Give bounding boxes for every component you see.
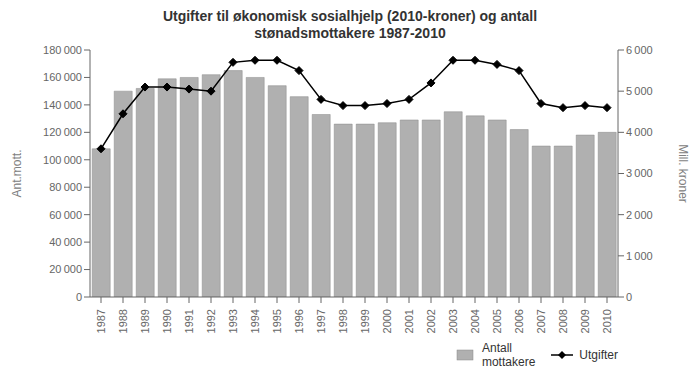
html-text:Antall mottakere: Antall mottakere bbox=[482, 341, 536, 369]
svg-text:1 000: 1 000 bbox=[626, 250, 653, 262]
html-text:stønadsmottakere 1987-2010: stønadsmottakere 1987-2010 bbox=[254, 25, 446, 41]
svg-text:2009: 2009 bbox=[579, 309, 591, 333]
svg-text:0: 0 bbox=[76, 291, 82, 303]
html-text:Utgifter: Utgifter bbox=[579, 348, 618, 362]
svg-text:120 000: 120 000 bbox=[43, 126, 82, 138]
svg-text:Ant.mott.: Ant.mott. bbox=[10, 149, 24, 197]
svg-text:2003: 2003 bbox=[447, 309, 459, 333]
svg-text:1992: 1992 bbox=[205, 309, 217, 333]
svg-text:5 000: 5 000 bbox=[626, 85, 653, 97]
svg-text:1988: 1988 bbox=[117, 309, 129, 333]
svg-text:2008: 2008 bbox=[557, 309, 569, 333]
svg-text:1997: 1997 bbox=[315, 309, 327, 333]
svg-text:180 000: 180 000 bbox=[43, 44, 82, 56]
svg-text:6 000: 6 000 bbox=[626, 44, 653, 56]
svg-text:1987: 1987 bbox=[95, 309, 107, 333]
svg-text:1990: 1990 bbox=[161, 309, 173, 333]
svg-text:1994: 1994 bbox=[249, 309, 261, 333]
svg-text:1998: 1998 bbox=[337, 309, 349, 333]
svg-text:2010: 2010 bbox=[601, 309, 613, 333]
svg-text:4 000: 4 000 bbox=[626, 126, 653, 138]
svg-text:2 000: 2 000 bbox=[626, 209, 653, 221]
svg-text:3 000: 3 000 bbox=[626, 167, 653, 179]
svg-text:1996: 1996 bbox=[293, 309, 305, 333]
svg-text:140 000: 140 000 bbox=[43, 99, 82, 111]
svg-text:1999: 1999 bbox=[359, 309, 371, 333]
svg-text:2002: 2002 bbox=[425, 309, 437, 333]
svg-text:2006: 2006 bbox=[513, 309, 525, 333]
svg-text:2005: 2005 bbox=[491, 309, 503, 333]
svg-text:60 000: 60 000 bbox=[49, 209, 82, 221]
svg-text:1989: 1989 bbox=[139, 309, 151, 333]
svg-text:1991: 1991 bbox=[183, 309, 195, 333]
svg-text:2000: 2000 bbox=[381, 309, 393, 333]
svg-text:80 000: 80 000 bbox=[49, 181, 82, 193]
svg-text:2004: 2004 bbox=[469, 309, 481, 333]
svg-text:0: 0 bbox=[626, 291, 632, 303]
html-text:Utgifter til økonomisk sosialh: Utgifter til økonomisk sosialhjelp (2010… bbox=[162, 8, 538, 24]
svg-text:20 000: 20 000 bbox=[49, 263, 82, 275]
svg-text:100 000: 100 000 bbox=[43, 154, 82, 166]
svg-text:160 000: 160 000 bbox=[43, 71, 82, 83]
svg-text:1993: 1993 bbox=[227, 309, 239, 333]
svg-text:2007: 2007 bbox=[535, 309, 547, 333]
svg-text:2001: 2001 bbox=[403, 309, 415, 333]
svg-text:1995: 1995 bbox=[271, 309, 283, 333]
svg-text:Mill. kroner: Mill. kroner bbox=[676, 144, 690, 203]
svg-text:40 000: 40 000 bbox=[49, 236, 82, 248]
